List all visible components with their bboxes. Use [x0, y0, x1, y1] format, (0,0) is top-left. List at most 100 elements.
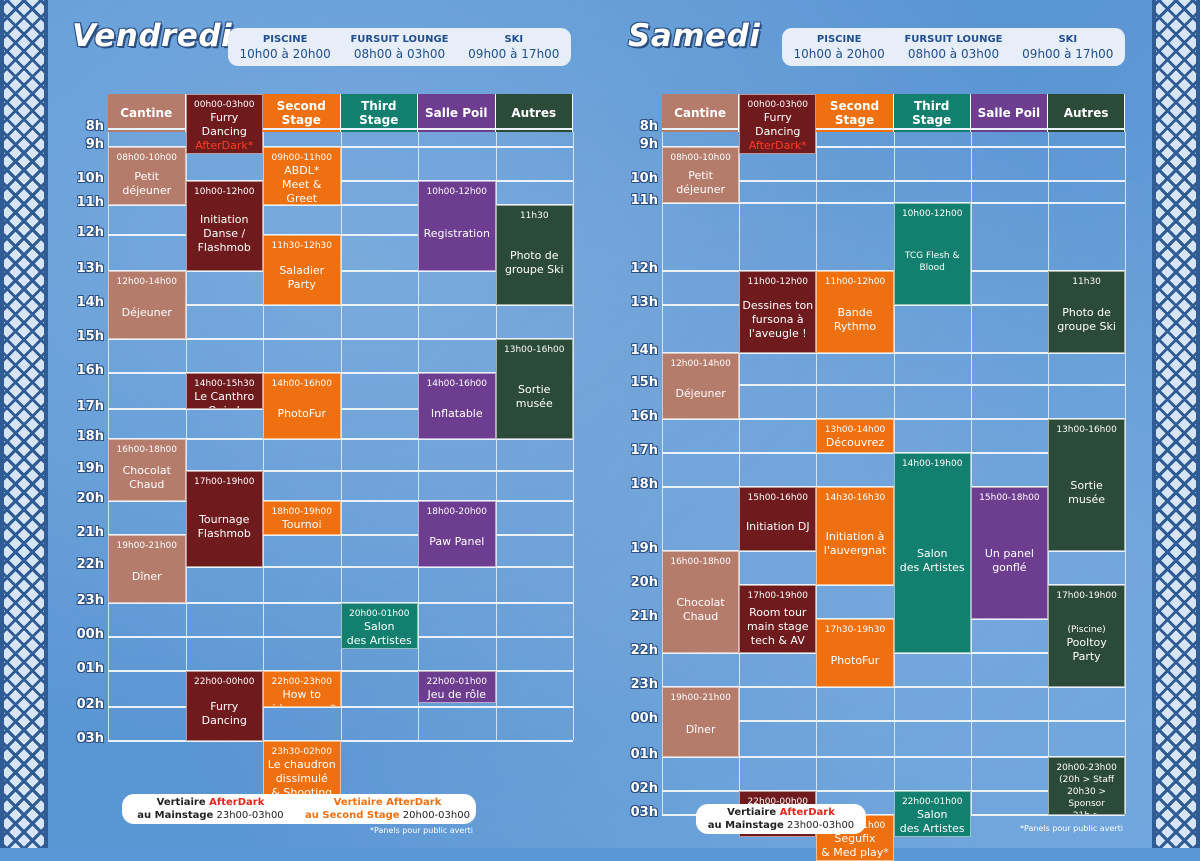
hour-label: 10h: [76, 171, 104, 186]
schedule-event[interactable]: 18h00-20h00 Paw Panel: [418, 501, 496, 567]
event-name-line: Salon des Artistes: [346, 620, 412, 647]
event-name-line: (Piscine): [1067, 625, 1106, 635]
hour-label: 17h: [76, 399, 104, 414]
hour-label: 12h: [630, 261, 658, 276]
schedule-event[interactable]: 08h00-10h00 Petit déjeuner: [108, 147, 186, 205]
schedule-event[interactable]: 11h00-12h00 Dessines ton fursona à l'aveu…: [739, 271, 817, 353]
event-time: 16h00-18h00: [670, 557, 731, 567]
schedule-event[interactable]: 22h00-01h00 Jeu de rôle: [418, 671, 496, 703]
event-name: Inflatable: [429, 390, 485, 438]
event-time: 12h00-14h00: [116, 277, 177, 287]
hour-label: 23h: [76, 593, 104, 608]
schedule-event[interactable]: 17h30-19h30 PhotoFur: [816, 619, 894, 687]
schedule-event[interactable]: 14h30-16h30 Initiation à l'auvergnat: [816, 487, 894, 585]
schedule-event[interactable]: 16h00-18h00 Chocolat Chaud: [662, 551, 740, 653]
event-time: 14h00-15h30: [194, 379, 255, 389]
event-name: Furry Dancing AfterDark*: [747, 111, 809, 153]
event-name-line: Saladier Party: [279, 264, 325, 291]
schedule-event[interactable]: 20h00-01h00 Salon des Artistes: [340, 603, 418, 649]
grid-hline: [108, 438, 573, 440]
schedule-event[interactable]: 11h00-12h00 Bande Rythmo: [816, 271, 894, 353]
schedule-event[interactable]: 08h00-10h00 Petit déjeuner: [662, 147, 740, 203]
event-name-line: Chocolat Chaud: [676, 596, 725, 623]
event-name-line: Le Canthro Quiz !: [194, 390, 255, 408]
saturday-footnote: *Panels pour public averti: [1020, 824, 1123, 833]
event-name: ABDL* Meet & Greet: [264, 164, 340, 204]
event-time: 10h00-12h00: [901, 209, 963, 219]
schedule-event[interactable]: 10h00-12h00 Initiation Danse / Flashmob: [185, 181, 263, 271]
hour-label: 21h: [76, 525, 104, 540]
event-name: Registration: [422, 198, 492, 270]
note-location: au Mainstage: [137, 810, 214, 821]
schedule-event[interactable]: 10h00-12h00 TCG Flesh & Blood: [893, 203, 971, 305]
note-label: Vertiaire: [727, 807, 780, 818]
grid-hline: [108, 534, 573, 536]
hour-label: 16h: [76, 363, 104, 378]
schedule-event[interactable]: 11h30 Photo de groupe Ski: [1048, 271, 1126, 353]
schedule-event[interactable]: 11h30-12h30 Saladier Party: [263, 235, 341, 305]
schedule-event[interactable]: 19h00-21h00 Dîner: [662, 687, 740, 757]
schedule-event[interactable]: 11h30 Photo de groupe Ski: [495, 205, 573, 305]
schedule-event[interactable]: 14h00-16h00 Inflatable: [418, 373, 496, 439]
grid-hline: [108, 500, 573, 502]
event-name: Chocolat Chaud: [674, 568, 726, 652]
hour-label: 22h: [630, 643, 658, 658]
schedule-event[interactable]: 14h00-16h00 PhotoFur: [263, 373, 341, 439]
event-name-line: TCG Flesh & Blood: [904, 251, 960, 273]
event-name-line: 21h > Attendies): [1051, 810, 1122, 814]
schedule-event[interactable]: 13h00-16h00 Sortie musée: [495, 339, 573, 439]
hour-label: 17h: [630, 443, 658, 458]
event-name-line: Découvrez l'argentique: [822, 436, 888, 452]
note-time: 23h00-03h00: [783, 820, 855, 831]
schedule-event[interactable]: 14h00-19h00 Salon des Artistes: [893, 453, 971, 653]
event-name-line: Dîner: [685, 723, 716, 736]
event-name: Salon des Artistes: [898, 808, 967, 836]
grid-hline: [108, 180, 573, 182]
hours-time: 09h00 à 17h00: [468, 47, 560, 61]
hours-item: PISCINE 10h00 à 20h00: [228, 33, 342, 61]
event-name: Découvrez l'argentique: [820, 436, 890, 452]
schedule-event[interactable]: 15h00-18h00 Un panel gonflé: [970, 487, 1048, 619]
schedule-event[interactable]: 22h00-01h00 Salon des Artistes: [893, 791, 971, 837]
event-name-line: Petit déjeuner: [676, 169, 725, 196]
event-time: 00h00-03h00: [194, 100, 255, 110]
schedule-event[interactable]: 19h00-21h00 Dîner: [108, 535, 186, 603]
event-time: 17h00-19h00: [747, 591, 809, 601]
saturday-title: Samedi: [628, 18, 761, 54]
event-name-line: Salon des Artistes: [899, 547, 965, 574]
grid-hline: [662, 128, 1126, 130]
event-time: 17h00-19h00: [1056, 591, 1117, 601]
event-name: Tournage Flashmob: [196, 488, 253, 566]
hours-name: FURSUIT LOUNGE: [350, 34, 449, 45]
schedule-event[interactable]: 15h00-16h00 Initiation DJ: [739, 487, 817, 551]
schedule-event[interactable]: 16h00-18h00 Chocolat Chaud: [108, 439, 186, 501]
schedule-event[interactable]: 12h00-14h00 Déjeuner: [662, 353, 740, 419]
schedule-event[interactable]: 00h00-03h00 Furry Dancing AfterDark*: [739, 94, 817, 154]
grid-hline: [108, 470, 573, 472]
schedule-event[interactable]: 10h00-12h00 Registration: [418, 181, 496, 271]
event-name-line: How to ride a pony*: [268, 688, 336, 706]
schedule-event[interactable]: 13h00-16h00 Sortie musée: [1048, 419, 1126, 551]
event-time: 10h00-12h00: [426, 187, 487, 197]
event-name-line: PhotoFur: [277, 407, 327, 420]
afterdark-label: AfterDark*: [195, 139, 254, 152]
event-time: 22h00-23h00: [271, 677, 332, 687]
schedule-event[interactable]: 17h00-19h00 Tournage Flashmob: [185, 471, 263, 567]
schedule-event[interactable]: 22h00-00h00 Furry Dancing: [185, 671, 263, 741]
hour-label: 03h: [76, 731, 104, 746]
note-afterdark: AfterDark: [779, 807, 835, 818]
event-name-line: Déjeuner: [675, 387, 726, 400]
schedule-event[interactable]: 20h00-23h00 (20h > Staff 20h30 > Sponsor21…: [1048, 757, 1126, 815]
schedule-event[interactable]: 12h00-14h00 Déjeuner: [108, 271, 186, 339]
schedule-event[interactable]: 17h00-19h00 (Piscine) Pooltoy Party: [1048, 585, 1126, 687]
schedule-event[interactable]: 09h00-11h00 ABDL* Meet & Greet: [263, 147, 341, 205]
schedule-event[interactable]: 00h00-03h00 Furry Dancing AfterDark*: [185, 94, 263, 154]
event-name: Déjeuner: [673, 370, 727, 418]
hour-label: 19h: [630, 541, 658, 556]
hour-label: 21h: [630, 609, 658, 624]
schedule-event[interactable]: 17h00-19h00 Room tour main stage tech & A…: [739, 585, 817, 653]
